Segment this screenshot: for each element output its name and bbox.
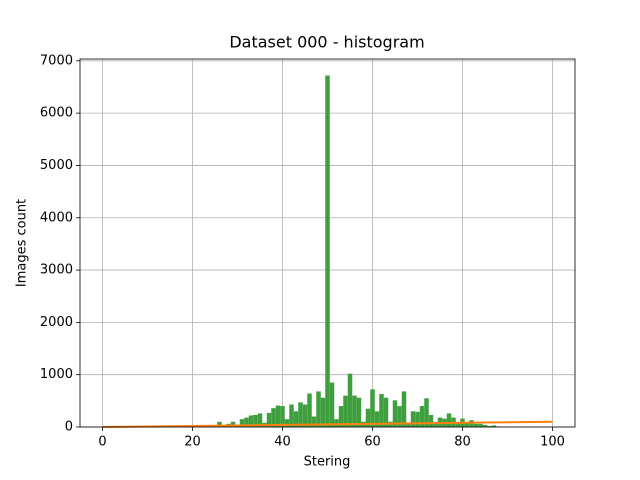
bar (289, 404, 294, 427)
bar (343, 395, 348, 427)
bar (284, 419, 290, 427)
x-tick-label: 60 (364, 435, 381, 450)
bar (410, 411, 416, 427)
bar (397, 406, 402, 427)
y-tick-label: 7000 (40, 53, 73, 68)
bar (266, 412, 272, 427)
bar (487, 425, 492, 427)
bar (392, 400, 398, 427)
bar (248, 415, 254, 427)
bar (275, 405, 281, 427)
y-tick-label: 3000 (40, 263, 73, 278)
bar (320, 397, 326, 427)
bar (316, 391, 321, 427)
bar (491, 425, 497, 427)
x-tick-label: 20 (184, 435, 201, 450)
bar (244, 417, 249, 427)
bar (424, 398, 429, 427)
bar (307, 393, 312, 427)
bar (478, 423, 483, 427)
bar (325, 75, 330, 428)
bar (428, 414, 434, 427)
bar (280, 406, 285, 427)
bar (419, 406, 425, 427)
bar (271, 408, 276, 427)
bar (455, 422, 461, 427)
bar (239, 419, 245, 427)
bar (334, 419, 339, 427)
bar (253, 414, 258, 427)
bar (257, 413, 263, 427)
bar (356, 397, 362, 427)
bar (329, 382, 335, 427)
x-axis-label: Stering (304, 455, 351, 470)
bar (217, 421, 222, 427)
chart-title: Dataset 000 - histogram (229, 33, 424, 52)
x-tick-label: 100 (540, 435, 565, 450)
x-tick-label: 40 (274, 435, 291, 450)
bar (293, 411, 299, 427)
bar (482, 424, 488, 427)
bar (374, 411, 380, 427)
bar (365, 408, 371, 427)
bar (464, 422, 470, 427)
bar (352, 395, 357, 427)
bar (302, 404, 308, 427)
x-tick-label: 0 (98, 435, 106, 450)
bar (338, 406, 344, 427)
bar (370, 389, 375, 427)
y-tick-label: 1000 (40, 367, 73, 382)
y-tick-label: 4000 (40, 210, 73, 225)
axes-frame (79, 58, 576, 428)
bar (311, 416, 317, 427)
bar (446, 413, 452, 427)
y-tick-label: 0 (65, 420, 73, 435)
bar (401, 391, 407, 427)
x-tick-label: 80 (454, 435, 471, 450)
bar (230, 421, 236, 427)
y-tick-label: 2000 (40, 315, 73, 330)
bar (415, 411, 420, 427)
bar (473, 423, 479, 427)
y-axis-label: Images count (15, 199, 30, 287)
bar (406, 422, 411, 427)
bar (383, 397, 389, 427)
bar (347, 373, 353, 427)
y-tick-label: 5000 (40, 158, 73, 173)
y-tick-label: 6000 (40, 106, 73, 121)
bar (379, 394, 384, 427)
line (102, 420, 553, 428)
bar (298, 402, 303, 427)
bar (433, 422, 438, 427)
